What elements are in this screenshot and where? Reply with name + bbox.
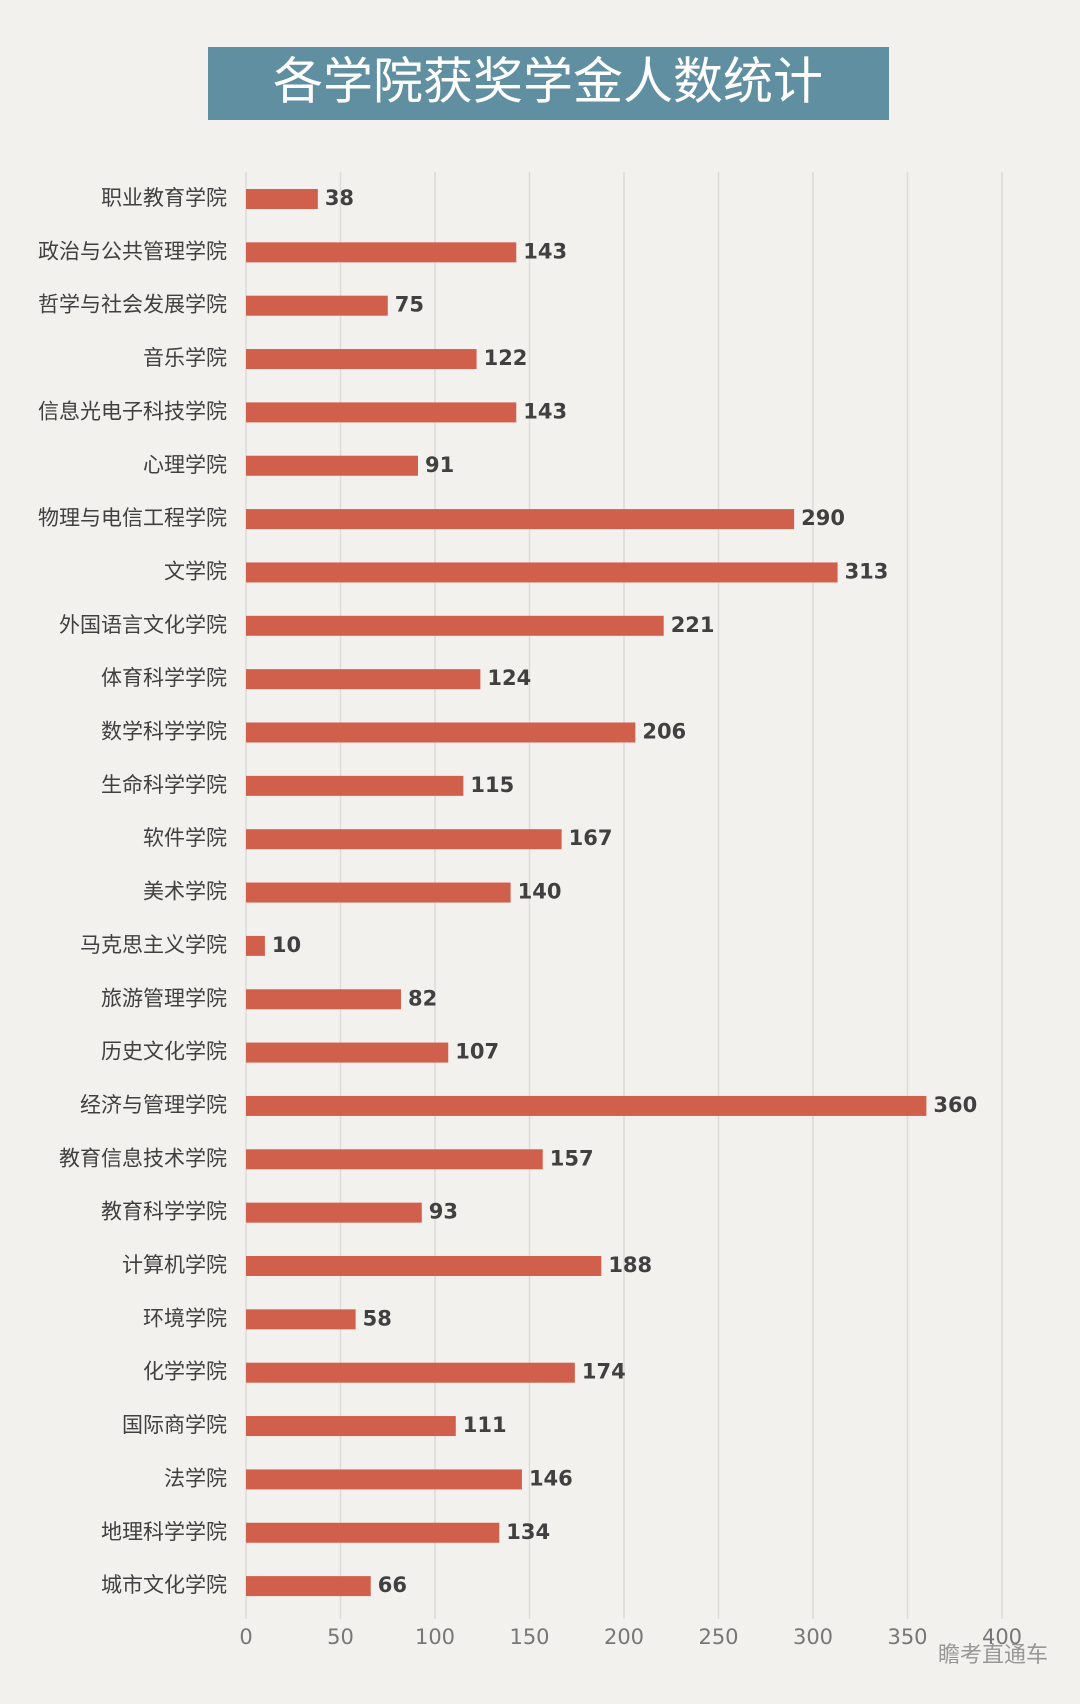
bar	[246, 1469, 522, 1490]
y-tick-label: 地理科学学院	[101, 1520, 227, 1544]
y-tick-label: 体育科学学院	[101, 666, 227, 690]
chart-title: 各学院获奖学金人数统计	[273, 53, 823, 111]
y-tick-label: 国际商学院	[122, 1413, 227, 1437]
data-label: 91	[425, 453, 454, 477]
y-tick-label: 职业教育学院	[101, 186, 227, 210]
data-label: 221	[671, 613, 715, 637]
bar	[246, 402, 517, 423]
data-label: 66	[378, 1573, 407, 1597]
y-tick-label: 外国语言文化学院	[59, 613, 227, 637]
data-label: 188	[608, 1253, 652, 1277]
x-tick-label: 100	[415, 1625, 455, 1649]
bar	[246, 562, 838, 583]
y-tick-label: 美术学院	[143, 880, 227, 904]
bar	[246, 349, 477, 370]
y-tick-label: 物理与电信工程学院	[38, 506, 227, 530]
y-tick-label: 心理学院	[143, 453, 227, 477]
y-tick-label: 生命科学学院	[101, 773, 227, 797]
data-label: 143	[523, 239, 567, 263]
y-tick-label: 法学院	[164, 1466, 227, 1490]
bar	[246, 1256, 602, 1276]
x-tick-label: 200	[604, 1625, 644, 1649]
y-tick-label: 化学学院	[143, 1360, 227, 1384]
y-tick-label: 经济与管理学院	[80, 1093, 227, 1117]
bar	[246, 509, 795, 530]
bar	[246, 882, 511, 903]
title-box	[208, 47, 889, 120]
data-label: 290	[801, 506, 845, 530]
y-tick-label: 城市文化学院	[101, 1573, 227, 1597]
bar	[246, 615, 664, 636]
data-label: 157	[550, 1146, 594, 1170]
y-tick-label: 政治与公共管理学院	[38, 239, 227, 263]
bar	[246, 1309, 356, 1330]
x-tick-label: 150	[509, 1625, 549, 1649]
x-tick-label: 300	[793, 1625, 833, 1649]
data-label: 124	[487, 666, 531, 690]
data-label: 75	[395, 293, 424, 317]
x-tick-label: 250	[698, 1625, 738, 1649]
bar	[246, 829, 562, 850]
data-label: 10	[272, 933, 301, 957]
data-label: 58	[363, 1306, 392, 1330]
y-tick-label: 历史文化学院	[101, 1040, 227, 1064]
bar	[246, 1095, 927, 1116]
bar	[246, 1362, 575, 1383]
data-label: 360	[933, 1093, 977, 1117]
y-tick-label: 旅游管理学院	[101, 986, 227, 1010]
y-tick-label: 音乐学院	[143, 346, 227, 370]
bar	[246, 669, 481, 690]
data-label: 111	[463, 1413, 507, 1437]
bar	[246, 1202, 422, 1223]
y-tick-label: 软件学院	[143, 826, 227, 850]
x-tick-label: 0	[239, 1625, 252, 1649]
data-label: 134	[506, 1520, 550, 1544]
y-tick-label: 马克思主义学院	[80, 933, 227, 957]
bar	[246, 295, 388, 316]
bar	[246, 722, 636, 743]
data-label: 38	[325, 186, 354, 210]
x-tick-label: 400	[982, 1625, 1022, 1649]
y-tick-label: 信息光电子科技学院	[38, 399, 227, 423]
bar	[246, 1416, 456, 1437]
bar	[246, 1149, 543, 1170]
data-label: 313	[845, 559, 889, 583]
data-label: 115	[470, 773, 514, 797]
data-label: 93	[429, 1200, 458, 1224]
data-label: 107	[455, 1040, 499, 1064]
bar	[246, 935, 265, 956]
x-tick-label: 50	[327, 1625, 354, 1649]
bar	[246, 1576, 371, 1597]
data-label: 140	[518, 880, 562, 904]
data-label: 82	[408, 986, 437, 1010]
bar	[246, 775, 464, 796]
watermark: 瞻考直通车	[938, 1643, 1048, 1668]
y-tick-label: 文学院	[164, 559, 227, 583]
y-tick-label: 计算机学院	[122, 1253, 227, 1277]
y-tick-label: 教育信息技术学院	[59, 1146, 227, 1170]
data-label: 206	[642, 720, 686, 744]
bar	[246, 989, 401, 1010]
data-label: 167	[569, 826, 613, 850]
bar	[246, 1042, 449, 1063]
bar	[246, 189, 318, 209]
y-tick-label: 教育科学学院	[101, 1200, 227, 1224]
y-tick-label: 环境学院	[143, 1306, 227, 1330]
bar	[246, 455, 418, 476]
data-label: 146	[529, 1466, 573, 1490]
bar	[246, 242, 517, 263]
x-tick-label: 350	[887, 1625, 927, 1649]
y-tick-label: 哲学与社会发展学院	[38, 293, 227, 317]
data-label: 122	[484, 346, 528, 370]
data-label: 174	[582, 1360, 626, 1384]
y-tick-label: 数学科学学院	[101, 720, 227, 744]
bar	[246, 1522, 500, 1543]
data-label: 143	[523, 399, 567, 423]
